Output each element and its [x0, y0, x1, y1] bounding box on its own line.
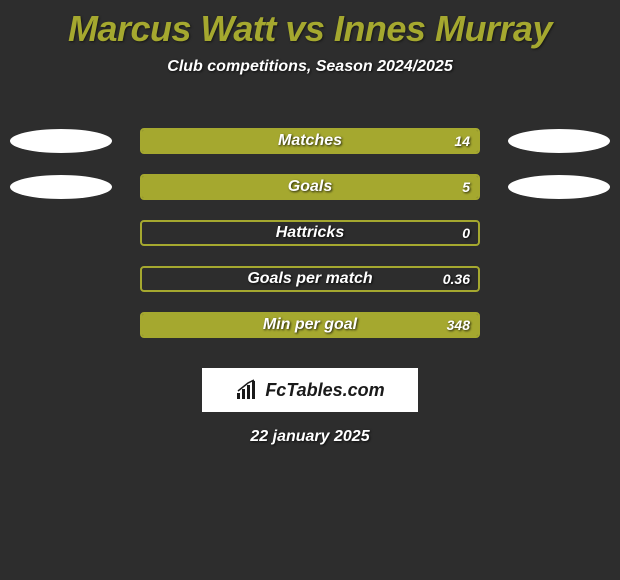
- right-marker-oval: [508, 129, 610, 153]
- left-marker-oval: [10, 175, 112, 199]
- stat-row: Goals per match 0.36: [0, 256, 620, 302]
- stat-bar-fill: [142, 176, 478, 198]
- chart-icon: [235, 379, 261, 401]
- brand-text: FcTables.com: [265, 380, 384, 401]
- page-title: Marcus Watt vs Innes Murray: [0, 0, 620, 50]
- stats-container: Matches 14 Goals 5 Hattricks 0 Goals per…: [0, 118, 620, 348]
- right-marker-oval: [508, 175, 610, 199]
- stat-row: Goals 5: [0, 164, 620, 210]
- stat-bar: Matches 14: [140, 128, 480, 154]
- left-marker-oval: [10, 129, 112, 153]
- stat-bar: Goals per match 0.36: [140, 266, 480, 292]
- stat-bar-fill: [142, 130, 478, 152]
- stat-value: 0.36: [443, 268, 470, 290]
- stat-bar: Min per goal 348: [140, 312, 480, 338]
- stat-row: Min per goal 348: [0, 302, 620, 348]
- stat-value: 0: [462, 222, 470, 244]
- stat-bar: Goals 5: [140, 174, 480, 200]
- stat-bar-fill: [142, 314, 478, 336]
- brand-logo[interactable]: FcTables.com: [202, 368, 418, 412]
- date-label: 22 january 2025: [0, 428, 620, 446]
- stat-label: Goals per match: [142, 268, 478, 290]
- stat-row: Matches 14: [0, 118, 620, 164]
- stat-bar: Hattricks 0: [140, 220, 480, 246]
- subtitle: Club competitions, Season 2024/2025: [0, 58, 620, 76]
- stat-row: Hattricks 0: [0, 210, 620, 256]
- stat-label: Hattricks: [142, 222, 478, 244]
